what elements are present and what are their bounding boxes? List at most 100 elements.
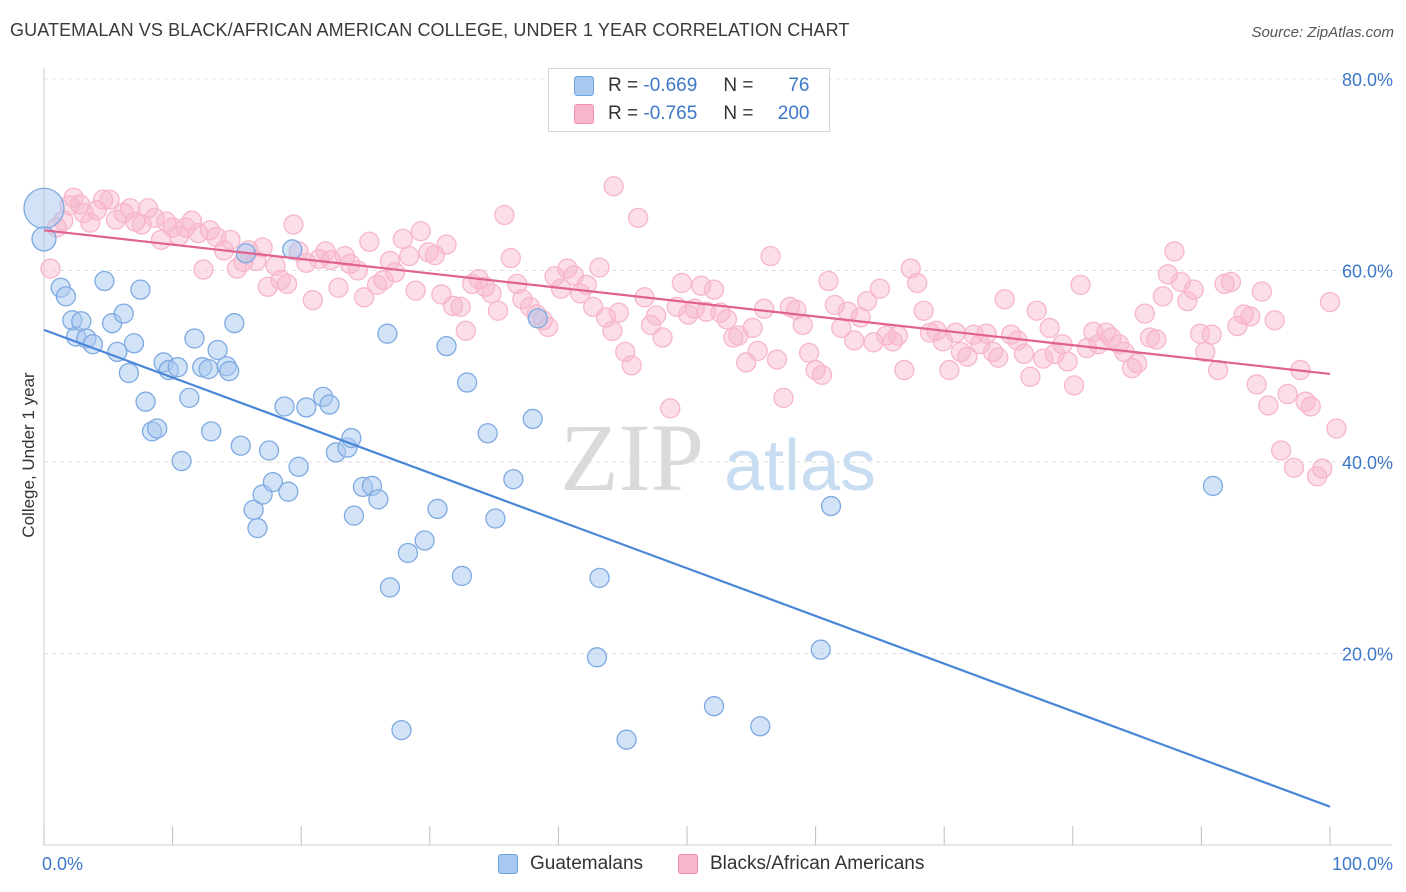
guatemalans-point <box>31 226 57 252</box>
watermark-atlas: atlas <box>724 426 876 506</box>
blacks-point <box>1246 374 1267 395</box>
blacks-point <box>1220 271 1242 293</box>
guatemalans-point <box>527 308 548 329</box>
blacks-point <box>894 359 915 381</box>
guatemalans-point <box>167 357 188 378</box>
blacks-point <box>988 347 1009 368</box>
blacks-point <box>703 279 725 300</box>
source-label: Source: ZipAtlas.com <box>1251 24 1394 41</box>
guatemalans-point <box>23 187 65 229</box>
blacks-point <box>455 320 476 341</box>
blacks-point <box>410 221 431 242</box>
legend-n-label: N = <box>723 75 754 96</box>
guatemalans-point <box>750 716 771 737</box>
bottom-legend-swatch-blue <box>498 854 518 874</box>
guatemalans-point <box>503 469 524 490</box>
blacks-trend-line <box>43 229 1331 376</box>
bottom-legend-blacks: Blacks/African Americans <box>678 850 924 878</box>
guatemalans-point <box>94 270 115 292</box>
guatemalans-point <box>184 328 205 349</box>
blacks-point <box>181 210 203 231</box>
blacks-point <box>40 258 61 279</box>
blacks-point <box>754 298 775 319</box>
guatemalans-point <box>391 719 412 741</box>
blacks-point <box>1319 291 1341 313</box>
blacks-point <box>1026 300 1047 321</box>
blacks-point <box>760 245 781 267</box>
guatemalans-point <box>274 396 295 417</box>
legend-row-guatemalans: R = -0.669 N = 76 <box>574 72 810 100</box>
blacks-point <box>156 211 177 232</box>
blacks-point <box>603 176 624 197</box>
blacks-point <box>283 214 304 235</box>
guatemalans-point <box>113 303 134 324</box>
legend: R = -0.669 N = 76 R = -0.765 N = 200 <box>548 68 830 132</box>
blacks-point <box>1312 458 1333 479</box>
guatemalans-point <box>436 335 457 357</box>
blacks-point <box>373 269 394 291</box>
blacks-point <box>1033 348 1054 369</box>
legend-n-label: N = <box>723 103 754 124</box>
legend-swatch-pink <box>574 104 594 124</box>
blacks-point <box>742 317 763 339</box>
blacks-point <box>1258 395 1279 416</box>
x-tick-label: 0.0% <box>42 854 83 874</box>
bottom-legend-guatemalans: Guatemalans <box>498 850 643 878</box>
legend-r-label: R = <box>608 75 639 96</box>
bottom-legend-swatch-pink <box>678 854 698 874</box>
x-tick-label: 100.0% <box>1332 854 1393 874</box>
blacks-point <box>481 283 502 304</box>
blacks-point <box>824 294 846 316</box>
blacks-point <box>1326 418 1347 439</box>
guatemalans-point <box>130 279 151 300</box>
guatemalans-point <box>224 313 245 334</box>
guatemalans-point <box>201 421 222 442</box>
guatemalans-point <box>247 517 268 539</box>
blacks-point <box>1126 353 1148 374</box>
trend-lines <box>43 229 1331 808</box>
blacks-point <box>595 307 617 328</box>
guatemalans-point <box>485 508 506 529</box>
guatemalans-point <box>703 696 725 717</box>
guatemalans-point <box>147 418 168 439</box>
blacks-point <box>645 305 667 326</box>
blacks-point <box>608 302 629 323</box>
blacks-point <box>627 207 649 228</box>
blacks-point <box>93 189 114 210</box>
blacks-point <box>405 280 426 301</box>
blacks-point <box>887 325 909 346</box>
bottom-legend-label: Blacks/African Americans <box>710 853 925 874</box>
blacks-point <box>512 289 533 310</box>
guatemalans-point <box>71 311 92 332</box>
y-tick-label: 20.0% <box>1342 645 1393 665</box>
guatemalans-point <box>616 729 637 750</box>
guatemalans-point <box>171 450 192 472</box>
y-tick-label: 80.0% <box>1342 70 1393 90</box>
blacks-point <box>1183 279 1204 300</box>
legend-swatch-blue <box>574 76 594 96</box>
guatemalans-point <box>107 341 128 363</box>
blacks-point <box>257 276 278 297</box>
blacks-point <box>818 270 839 292</box>
blacks-point <box>792 314 813 336</box>
blacks-point <box>1057 351 1078 372</box>
blacks-point <box>120 198 141 219</box>
blacks-point <box>994 289 1015 310</box>
legend-n-value: 200 <box>777 103 810 124</box>
guatemalans-point <box>296 397 317 418</box>
guatemalans-point <box>278 481 299 502</box>
blacks-point <box>869 278 891 299</box>
blacks-point <box>1283 457 1305 478</box>
blacks-point <box>844 330 865 351</box>
blacks-point <box>220 229 241 251</box>
blacks-point <box>856 290 878 312</box>
guatemalans-point <box>123 333 145 354</box>
blacks-point <box>384 262 406 283</box>
guatemalans-point <box>118 362 140 384</box>
blacks-point <box>976 323 997 344</box>
blacks-point <box>1264 310 1285 331</box>
series-guatemalans-points <box>23 187 1224 750</box>
y-tick-label: 60.0% <box>1342 262 1393 282</box>
guatemalans-point <box>258 440 280 461</box>
guatemalans-point <box>343 505 365 526</box>
